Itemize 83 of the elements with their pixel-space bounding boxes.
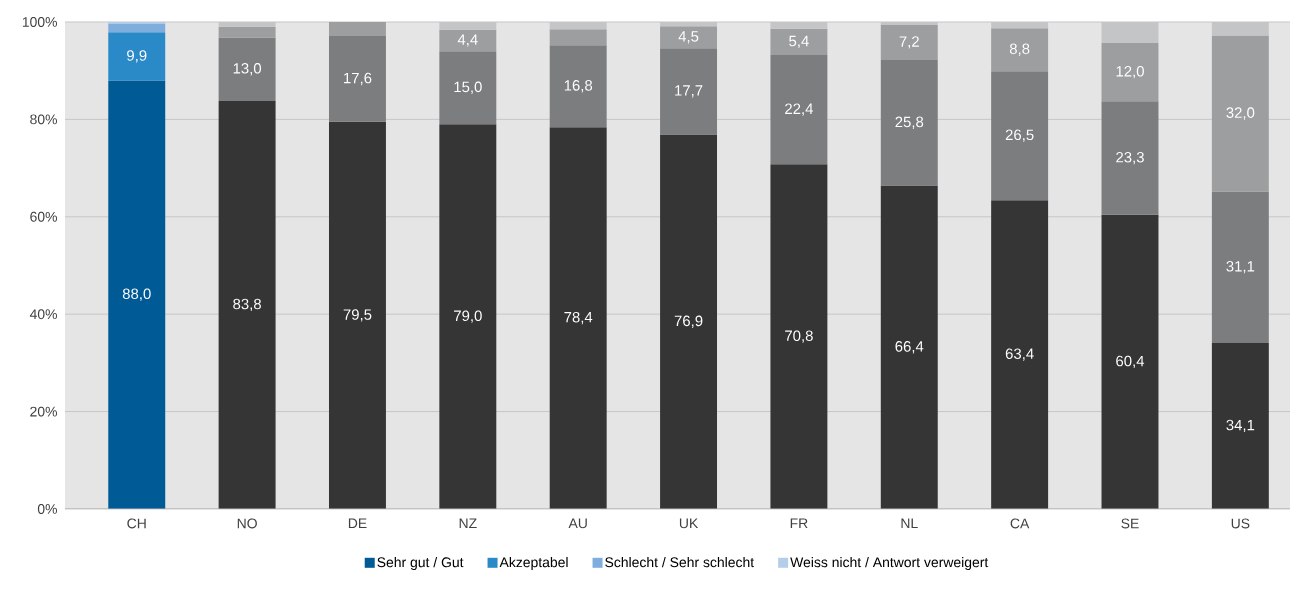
legend-label: Sehr gut / Gut [377, 557, 464, 570]
data-label: 83,8 [233, 298, 261, 312]
data-label: 66,4 [895, 341, 924, 354]
x-tick-label: NO [237, 518, 257, 529]
y-tick-label: 60% [30, 211, 57, 222]
data-label: 60,4 [1116, 355, 1145, 369]
x-tick-label: DE [348, 518, 367, 529]
bar [218, 37, 276, 101]
bar [218, 26, 276, 38]
x-tick-label: AU [568, 518, 587, 529]
y-tick-label: 40% [29, 309, 57, 320]
data-label: 79,5 [343, 309, 372, 322]
bar [108, 80, 166, 509]
bar [991, 28, 1049, 72]
bar [770, 28, 828, 56]
bar [660, 26, 718, 49]
x-tick-label: NZ [459, 518, 477, 529]
bar [1211, 35, 1269, 192]
data-label: 34,1 [1226, 419, 1255, 433]
bar [328, 21, 386, 37]
data-label: 25,8 [895, 116, 924, 129]
bar [1211, 191, 1269, 343]
bar [328, 36, 386, 122]
data-label: 4,4 [457, 34, 478, 47]
data-label: 4,5 [678, 31, 699, 44]
bar [660, 48, 718, 135]
data-label: 32,0 [1226, 107, 1255, 120]
bar [1101, 101, 1159, 215]
data-label: 15,0 [454, 81, 482, 94]
x-tick-label: SE [1121, 518, 1139, 529]
bar [991, 200, 1049, 509]
data-label: 76,9 [674, 315, 703, 328]
bar [880, 185, 938, 509]
legend-label: Schlecht / Sehr schlecht [605, 557, 755, 568]
data-label: 79,0 [454, 310, 482, 323]
bar [770, 164, 828, 509]
x-tick-label: UK [679, 518, 699, 529]
bar [880, 24, 938, 60]
bar [439, 51, 497, 125]
bar [660, 134, 718, 509]
data-label: 5,4 [789, 35, 809, 49]
data-label: 22,4 [785, 103, 814, 116]
bar [549, 29, 607, 46]
bar [880, 59, 938, 186]
data-label: 16,8 [564, 80, 593, 93]
data-label: 13,0 [233, 63, 262, 76]
bar [218, 100, 276, 509]
y-tick-label: 100% [22, 17, 57, 27]
x-tick-label: FR [790, 518, 808, 529]
data-label: 12,0 [1116, 65, 1144, 79]
x-tick-label: CH [127, 518, 146, 529]
data-label: 63,4 [1005, 348, 1034, 361]
data-label: 7,2 [899, 36, 919, 49]
bar [549, 127, 607, 509]
legend-label: Akzeptabel [499, 557, 568, 570]
data-label: 31,1 [1226, 261, 1255, 274]
data-label: 23,3 [1116, 151, 1144, 165]
bar [108, 32, 166, 81]
data-label: 26,5 [1005, 129, 1034, 142]
bar [549, 45, 607, 128]
bar [991, 71, 1049, 201]
bar [439, 124, 497, 509]
data-label: 17,6 [344, 72, 372, 86]
legend-label: Weiss nicht / Antwort verweigert [790, 557, 989, 570]
bar [1101, 214, 1159, 509]
data-label: 70,8 [785, 330, 813, 343]
bar [1211, 342, 1269, 509]
x-tick-label: US [1231, 518, 1250, 529]
bar [1101, 42, 1159, 102]
data-label: 88,0 [122, 288, 151, 301]
bar [108, 23, 166, 33]
data-label: 78,4 [564, 311, 593, 325]
data-label: 9,9 [127, 50, 147, 63]
bar [770, 55, 828, 165]
bar [439, 29, 497, 52]
y-tick-label: 20% [30, 406, 57, 417]
data-label: 8,8 [1009, 43, 1030, 56]
bar [328, 121, 386, 509]
x-tick-label: CA [1010, 518, 1030, 529]
y-tick-label: 80% [30, 114, 57, 125]
y-tick-label: 0% [37, 504, 57, 514]
data-label: 17,7 [675, 85, 703, 98]
x-tick-label: NL [901, 518, 918, 529]
